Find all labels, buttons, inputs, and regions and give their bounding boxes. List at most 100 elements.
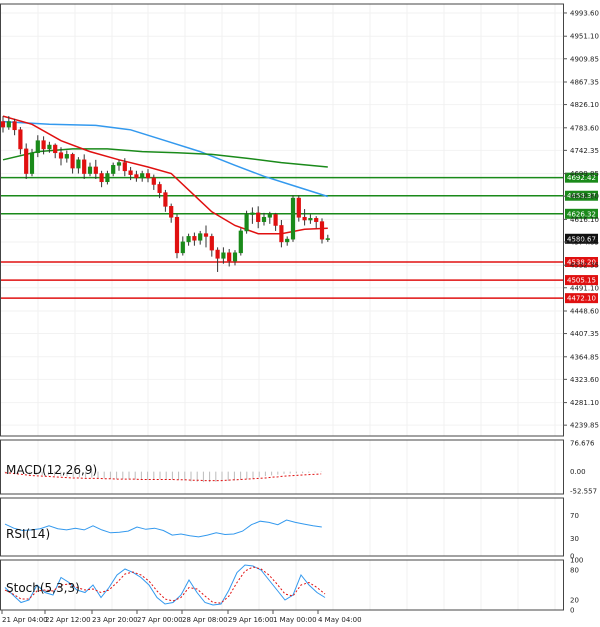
- stoch-y-tick-label: 100: [570, 557, 583, 565]
- level-label: 4472.10: [567, 295, 596, 303]
- y-tick-label: 4742.35: [570, 147, 599, 155]
- candle-body: [47, 144, 52, 150]
- candle-body: [244, 214, 249, 232]
- candle-body: [302, 216, 307, 221]
- moving-average-line: [2, 120, 329, 198]
- y-tick-label: 4448.60: [570, 307, 599, 315]
- candle-body: [64, 154, 69, 159]
- macd-signal-line: [4, 472, 322, 482]
- candle-body: [279, 225, 284, 243]
- rsi-title: RSI(14): [6, 527, 50, 541]
- candle-body: [18, 129, 23, 150]
- y-tick-label: 4616.10: [570, 216, 599, 224]
- y-tick-label: 4699.85: [570, 170, 599, 178]
- frame: [0, 3, 564, 611]
- macd-y-tick-label: -52.557: [570, 488, 597, 496]
- stoch-y-tick-label: 0: [570, 607, 574, 615]
- level-label: 4626.32: [567, 210, 596, 218]
- candle-body: [70, 154, 75, 169]
- y-tick-label: 4993.60: [570, 9, 599, 17]
- x-tick-label: 27 Apr 00:00: [137, 616, 183, 624]
- pane-border: [0, 497, 564, 557]
- candle-body: [209, 236, 214, 251]
- candle-body: [215, 249, 220, 259]
- candle-body: [111, 165, 116, 174]
- candle-body: [145, 173, 151, 179]
- candle-body: [29, 152, 35, 174]
- candle-body: [319, 221, 325, 240]
- current-price-tag: [565, 233, 598, 244]
- candle-body: [58, 152, 64, 159]
- y-tick-label: 4407.35: [570, 330, 599, 338]
- candle-body: [41, 140, 46, 150]
- candle-body: [122, 162, 127, 172]
- y-tick-label: 4951.10: [570, 33, 599, 41]
- candle-body: [227, 252, 232, 262]
- candle-body: [256, 212, 261, 222]
- y-tick-label: 4532.35: [570, 262, 599, 270]
- y-tick-label: 4909.85: [570, 55, 599, 63]
- rsi-line: [4, 519, 322, 538]
- current-price-label: 4580.67: [567, 235, 596, 243]
- pane-border: [0, 439, 564, 495]
- candle-body: [285, 238, 290, 243]
- candle-body: [53, 144, 58, 154]
- y-tick-label: 4281.10: [570, 399, 599, 407]
- y-tick-label: 4491.10: [570, 284, 599, 292]
- candle-body: [140, 173, 145, 179]
- y-tick-label: 4574.85: [570, 238, 599, 246]
- candle-body: [308, 218, 313, 221]
- candle-body: [180, 241, 185, 254]
- y-tick-label: 4783.60: [570, 124, 599, 132]
- x-tick-label: 22 Apr 12:00: [45, 616, 91, 624]
- candle-body: [232, 252, 238, 262]
- moving-average-line: [2, 115, 328, 235]
- x-tick-label: 4 May 04:00: [318, 616, 362, 624]
- level-label: 4659.37: [567, 192, 596, 200]
- candle-body: [174, 216, 180, 254]
- stoch-y-tick-label: 20: [570, 597, 579, 605]
- y-tick-label: 4826.10: [570, 101, 599, 109]
- y-tick-label: 4364.85: [570, 353, 599, 361]
- y-tick-label: 4323.60: [570, 376, 599, 384]
- candles-group: [0, 116, 330, 272]
- candle-body: [151, 177, 156, 185]
- stoch-title: Stoch(5,3,3): [6, 581, 80, 595]
- candle-body: [296, 197, 301, 218]
- stoch-d-line: [4, 566, 326, 604]
- candle-body: [290, 197, 296, 240]
- candle-body: [192, 236, 197, 241]
- level-label: 4538.20: [567, 258, 596, 266]
- rsi-y-tick-label: 0: [570, 553, 574, 561]
- candle-body: [116, 162, 122, 166]
- levels-group: 4692.42 4659.37 4626.32 4538.20 4505.15 4472.…: [0, 172, 598, 304]
- candle-body: [93, 166, 98, 174]
- candle-body: [99, 173, 104, 183]
- candle-body: [87, 166, 93, 174]
- candle-body: [186, 236, 191, 243]
- level-tag: [565, 208, 598, 219]
- candle-body: [314, 218, 319, 222]
- pane-border: [0, 559, 564, 611]
- candle-body: [238, 230, 243, 254]
- candle-body: [76, 159, 81, 169]
- candle-body: [261, 216, 267, 222]
- candle-body: [250, 212, 255, 215]
- macd-title: MACD(12,26,9): [6, 463, 97, 477]
- x-tick-label: 1 May 00:00: [273, 616, 317, 624]
- x-tick-label: 23 Apr 20:00: [92, 616, 138, 624]
- candle-body: [198, 233, 203, 241]
- macd-y-tick-label: 76.676: [570, 440, 595, 448]
- candle-body: [169, 206, 174, 218]
- stoch-k-line: [4, 564, 326, 606]
- candle-body: [24, 148, 29, 174]
- candle-body: [267, 214, 272, 218]
- candle-body: [0, 121, 6, 128]
- candle-body: [325, 238, 330, 240]
- indicators-group: [4, 471, 326, 606]
- candle-body: [203, 233, 209, 237]
- level-label: 4505.15: [567, 277, 596, 285]
- candle-body: [6, 121, 11, 128]
- candle-body: [128, 170, 133, 175]
